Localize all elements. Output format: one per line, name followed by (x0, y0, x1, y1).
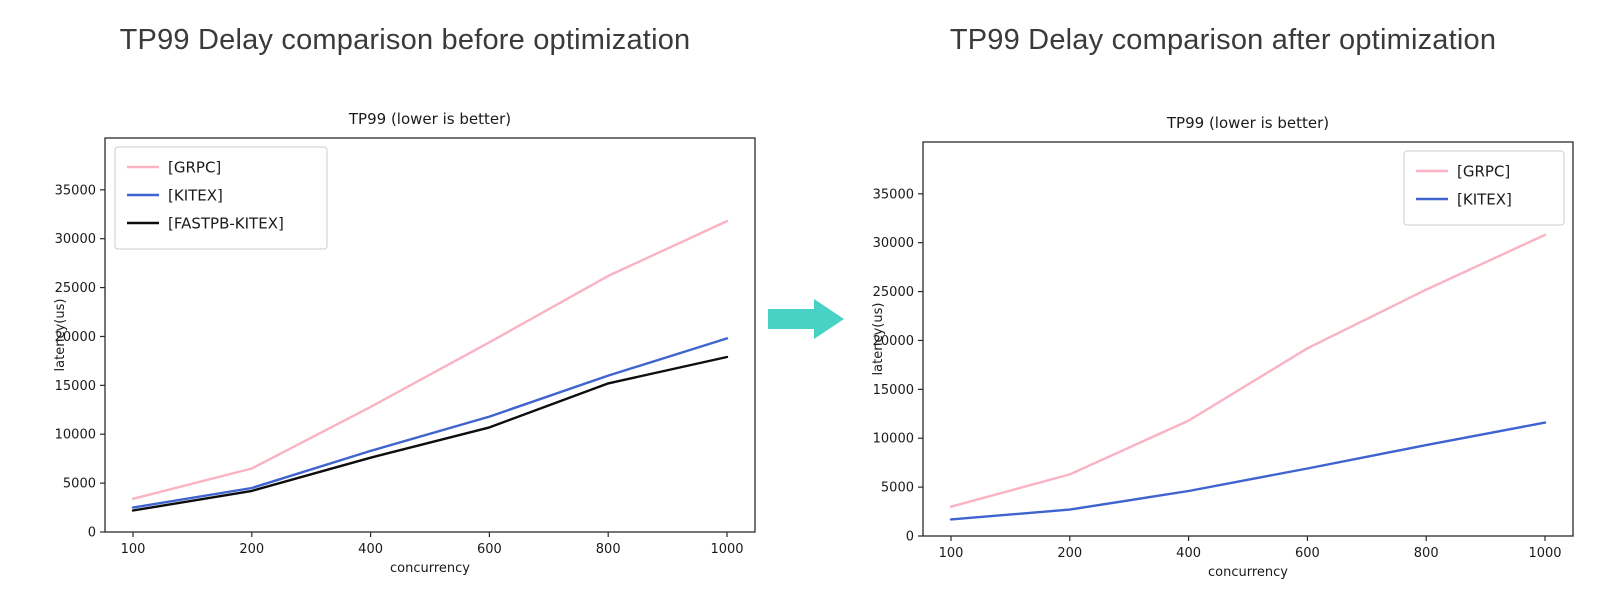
x-tick-label: 1000 (1528, 546, 1561, 561)
y-tick-label: 5000 (63, 477, 96, 492)
y-tick-label: 30000 (55, 232, 96, 247)
legend-box (1403, 150, 1565, 226)
series-line-kitex (131, 337, 729, 509)
chart-before: TP99 (lower is better) 0 5000 10000 15000 200… (50, 98, 760, 578)
x-axis: 100 200 400 600 800 1000 (121, 532, 744, 557)
x-axis-label: concurrency (390, 561, 470, 576)
y-tick-label: 20000 (55, 330, 96, 345)
y-tick-label: 10000 (55, 428, 96, 443)
legend-label: [GRPC] (1457, 163, 1510, 181)
y-tick-label: 15000 (55, 379, 96, 394)
chart-title: TP99 (lower is better) (348, 110, 511, 128)
y-tick-label: 35000 (873, 187, 914, 202)
legend-label: [GRPC] (168, 159, 221, 177)
panel-title-after: TP99 Delay comparison after optimization (949, 24, 1497, 56)
chart-before-svg: TP99 (lower is better) 0 5000 10000 15000 200… (53, 110, 756, 576)
x-tick-label: 100 (121, 542, 146, 557)
x-tick-label: 600 (477, 542, 502, 557)
x-tick-label: 200 (1057, 546, 1082, 561)
x-tick-label: 800 (596, 542, 621, 557)
y-axis-label: latency(us) (871, 303, 886, 376)
y-tick-label: 25000 (55, 281, 96, 296)
legend-label: [KITEX] (168, 187, 223, 205)
x-tick-label: 400 (1176, 546, 1201, 561)
panel-title-before: TP99 Delay comparison before optimizatio… (119, 24, 691, 56)
x-axis-label: concurrency (1208, 565, 1288, 580)
y-axis: 0 5000 10000 15000 20000 25000 30000 35000 (55, 183, 105, 541)
legend: [GRPC] [KITEX] [FASTPB-KITEX] (114, 146, 328, 250)
y-tick-label: 15000 (873, 383, 914, 398)
x-tick-label: 800 (1414, 546, 1439, 561)
right-arrow-icon (768, 299, 844, 339)
y-tick-label: 10000 (873, 432, 914, 447)
y-tick-label: 0 (88, 526, 96, 541)
chart-after: TP99 (lower is better) 0 5000 10000 15000 200… (868, 102, 1578, 582)
transition-arrow (766, 297, 846, 341)
y-tick-label: 30000 (873, 236, 914, 251)
y-tick-label: 5000 (881, 481, 914, 496)
series-line-fastpb-kitex (131, 355, 729, 512)
y-tick-label: 25000 (873, 285, 914, 300)
series-line-grpc (131, 219, 729, 500)
x-axis: 100 200 400 600 800 1000 (939, 536, 1562, 561)
chart-after-svg: TP99 (lower is better) 0 5000 10000 15000 200… (871, 114, 1574, 580)
x-tick-label: 100 (939, 546, 964, 561)
y-axis-label: latency(us) (53, 299, 68, 372)
chart-title: TP99 (lower is better) (1166, 114, 1329, 132)
x-tick-label: 600 (1295, 546, 1320, 561)
legend-box (114, 146, 328, 250)
x-tick-label: 400 (358, 542, 383, 557)
y-tick-label: 35000 (55, 183, 96, 198)
legend-label: [FASTPB-KITEX] (168, 215, 284, 233)
x-tick-label: 1000 (710, 542, 743, 557)
y-tick-label: 20000 (873, 334, 914, 349)
y-axis: 0 5000 10000 15000 20000 25000 30000 35000 (873, 187, 923, 545)
legend-label: [KITEX] (1457, 191, 1512, 209)
y-tick-label: 0 (906, 530, 914, 545)
x-tick-label: 200 (239, 542, 264, 557)
legend: [GRPC] [KITEX] (1403, 150, 1565, 226)
series-line-kitex (949, 421, 1547, 521)
series-line-grpc (949, 233, 1547, 508)
